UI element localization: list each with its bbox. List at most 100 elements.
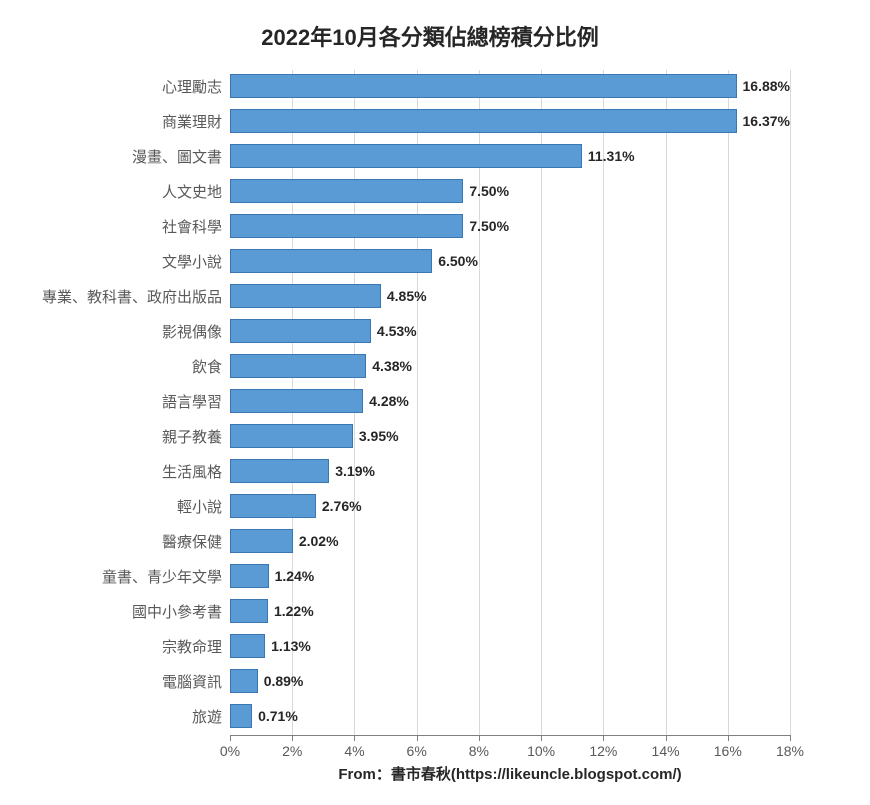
x-tick-label: 2% [282, 743, 302, 759]
bar-value-label: 7.50% [469, 218, 509, 234]
bar [230, 459, 329, 483]
bar [230, 214, 463, 238]
bar [230, 74, 737, 98]
bar-value-label: 4.38% [372, 358, 412, 374]
bar-row: 語言學習4.28% [230, 389, 790, 413]
x-tick [417, 735, 418, 741]
category-label: 親子教養 [162, 426, 230, 447]
bar [230, 494, 316, 518]
x-tick [292, 735, 293, 741]
bar-row: 醫療保健2.02% [230, 529, 790, 553]
bar-value-label: 1.22% [274, 603, 314, 619]
bar-value-label: 2.02% [299, 533, 339, 549]
bar-row: 電腦資訊0.89% [230, 669, 790, 693]
bar [230, 424, 353, 448]
bar [230, 634, 265, 658]
x-tick-label: 8% [469, 743, 489, 759]
x-tick-label: 10% [527, 743, 555, 759]
category-label: 醫療保健 [162, 531, 230, 552]
bar-row: 旅遊0.71% [230, 704, 790, 728]
bar-row: 宗教命理1.13% [230, 634, 790, 658]
bar-value-label: 16.37% [743, 113, 790, 129]
bar-value-label: 4.53% [377, 323, 417, 339]
bar [230, 599, 268, 623]
bar [230, 144, 582, 168]
bar [230, 179, 463, 203]
bar-row: 童書、青少年文學1.24% [230, 564, 790, 588]
bar-row: 生活風格3.19% [230, 459, 790, 483]
category-label: 心理勵志 [162, 76, 230, 97]
gridline [790, 70, 791, 735]
bar-value-label: 11.31% [588, 148, 635, 164]
bar-value-label: 3.95% [359, 428, 399, 444]
x-tick-label: 18% [776, 743, 804, 759]
category-label: 輕小說 [177, 496, 230, 517]
category-label: 宗教命理 [162, 636, 230, 657]
bar-value-label: 1.13% [271, 638, 311, 654]
chart-container: 2022年10月各分類佔總榜積分比例 From：書市春秋(https://lik… [0, 0, 870, 805]
x-tick [230, 735, 231, 741]
bar-row: 國中小參考書1.22% [230, 599, 790, 623]
category-label: 飲食 [192, 356, 230, 377]
x-tick [790, 735, 791, 741]
bar [230, 319, 371, 343]
category-label: 專業、教科書、政府出版品 [42, 286, 230, 307]
x-tick-label: 0% [220, 743, 240, 759]
bar-value-label: 0.89% [264, 673, 304, 689]
x-tick [541, 735, 542, 741]
x-axis-line [230, 735, 790, 736]
bar-row: 輕小說2.76% [230, 494, 790, 518]
bar-value-label: 4.28% [369, 393, 409, 409]
bar-row: 人文史地7.50% [230, 179, 790, 203]
bar [230, 284, 381, 308]
chart-title: 2022年10月各分類佔總榜積分比例 [10, 20, 850, 52]
bar-row: 文學小說6.50% [230, 249, 790, 273]
category-label: 旅遊 [192, 706, 230, 727]
bar [230, 354, 366, 378]
bar-value-label: 2.76% [322, 498, 362, 514]
bar [230, 564, 269, 588]
bar [230, 109, 737, 133]
bar [230, 704, 252, 728]
x-tick [354, 735, 355, 741]
bar [230, 249, 432, 273]
bar-row: 社會科學7.50% [230, 214, 790, 238]
x-tick [728, 735, 729, 741]
plot-area: From：書市春秋(https://likeuncle.blogspot.com… [230, 70, 790, 735]
x-tick-label: 14% [652, 743, 680, 759]
category-label: 生活風格 [162, 461, 230, 482]
bar-row: 商業理財16.37% [230, 109, 790, 133]
bar [230, 669, 258, 693]
x-tick-label: 12% [589, 743, 617, 759]
category-label: 商業理財 [162, 111, 230, 132]
bar-row: 影視偶像4.53% [230, 319, 790, 343]
x-axis: From：書市春秋(https://likeuncle.blogspot.com… [230, 735, 790, 765]
category-label: 童書、青少年文學 [102, 566, 230, 587]
x-tick-label: 6% [407, 743, 427, 759]
x-tick [603, 735, 604, 741]
bar-value-label: 1.24% [275, 568, 315, 584]
bar-value-label: 16.88% [743, 78, 790, 94]
category-label: 人文史地 [162, 181, 230, 202]
x-tick-label: 4% [344, 743, 364, 759]
bar [230, 529, 293, 553]
bar-value-label: 4.85% [387, 288, 427, 304]
category-label: 影視偶像 [162, 321, 230, 342]
bar-value-label: 0.71% [258, 708, 298, 724]
category-label: 國中小參考書 [132, 601, 230, 622]
category-label: 社會科學 [162, 216, 230, 237]
bar-value-label: 3.19% [335, 463, 375, 479]
category-label: 電腦資訊 [162, 671, 230, 692]
x-tick [666, 735, 667, 741]
category-label: 語言學習 [162, 391, 230, 412]
bar-row: 親子教養3.95% [230, 424, 790, 448]
x-tick-label: 16% [714, 743, 742, 759]
bar [230, 389, 363, 413]
bar-row: 飲食4.38% [230, 354, 790, 378]
category-label: 漫畫、圖文書 [132, 146, 230, 167]
category-label: 文學小說 [162, 251, 230, 272]
chart-credit: From：書市春秋(https://likeuncle.blogspot.com… [338, 763, 681, 784]
bar-value-label: 7.50% [469, 183, 509, 199]
bar-row: 漫畫、圖文書11.31% [230, 144, 790, 168]
bar-row: 專業、教科書、政府出版品4.85% [230, 284, 790, 308]
